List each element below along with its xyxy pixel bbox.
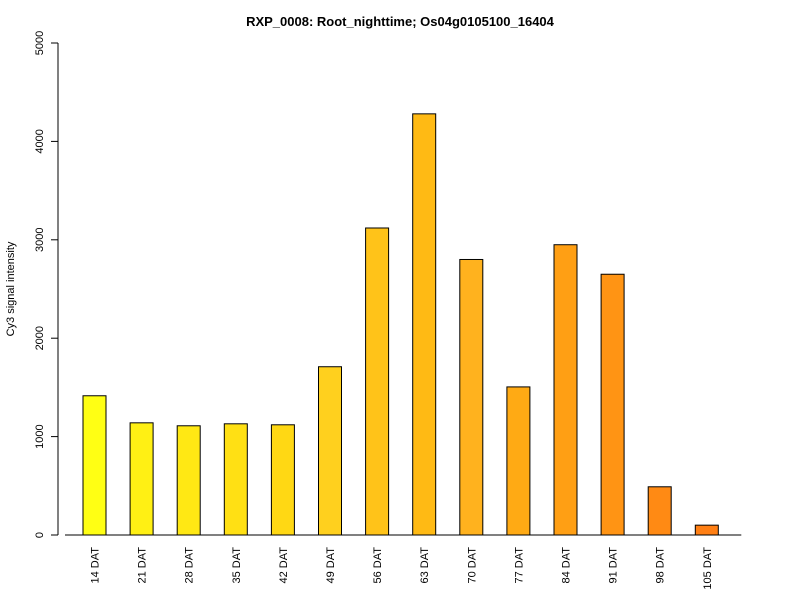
- bar: [176, 425, 201, 536]
- x-tick-label: 77 DAT: [513, 547, 525, 584]
- x-tick-label: 84 DAT: [561, 547, 573, 584]
- x-tick-label: 42 DAT: [278, 547, 290, 584]
- bar: [270, 424, 295, 536]
- bar: [600, 273, 625, 536]
- y-axis: 0 1000 2000 3000 4000 5000: [34, 31, 59, 538]
- y-axis-label: Cy3 signal intensity: [5, 241, 17, 336]
- x-tick-label: 105 DAT: [702, 547, 714, 590]
- x-tick-label: 98 DAT: [655, 547, 667, 584]
- x-tick-label: 56 DAT: [372, 547, 384, 584]
- bar: [553, 244, 578, 536]
- chart-title: RXP_0008: Root_nighttime; Os04g0105100_1…: [246, 14, 555, 29]
- x-tick-label: 63 DAT: [419, 547, 431, 584]
- x-tick-label: 91 DAT: [608, 547, 620, 584]
- y-tick-label: 2000: [34, 326, 46, 350]
- x-tick-label: 14 DAT: [90, 547, 102, 584]
- x-axis: 14 DAT 21 DAT 28 DAT 35 DAT 42 DAT 49 DAT 56 D…: [65, 534, 742, 590]
- bar: [647, 486, 672, 536]
- x-tick-label: 49 DAT: [325, 547, 337, 584]
- x-tick-label: 35 DAT: [231, 547, 243, 584]
- x-tick-label: 70 DAT: [466, 547, 478, 584]
- bar: [459, 258, 484, 536]
- y-tick-label: 0: [34, 532, 46, 538]
- bar: [506, 386, 531, 536]
- bars-group: [82, 113, 719, 536]
- bar: [129, 422, 154, 536]
- bar: [694, 524, 719, 536]
- bar: [412, 113, 437, 536]
- bar: [318, 366, 342, 536]
- x-tick-label: 21 DAT: [137, 547, 149, 584]
- y-tick-label: 1000: [34, 424, 46, 448]
- bar: [82, 395, 107, 536]
- y-tick-label: 5000: [34, 31, 46, 55]
- bar: [223, 423, 248, 536]
- bar: [365, 227, 390, 536]
- y-tick-label: 3000: [34, 228, 46, 252]
- x-tick-label: 28 DAT: [184, 547, 196, 584]
- y-tick-label: 4000: [34, 129, 46, 153]
